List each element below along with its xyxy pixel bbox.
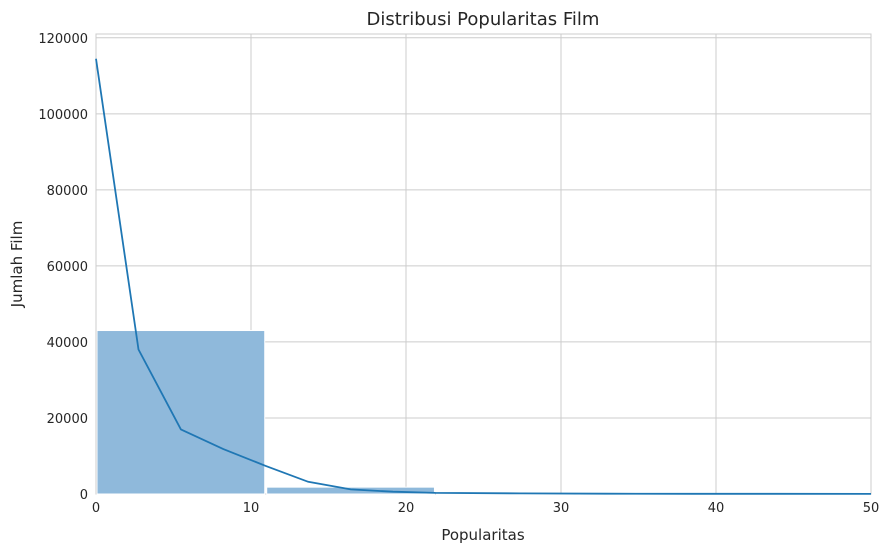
x-axis-title: Popularitas	[441, 526, 524, 544]
y-tick-label: 0	[80, 488, 88, 503]
histogram-bar	[266, 486, 435, 495]
y-tick-label: 80000	[47, 184, 88, 199]
x-tick-label: 30	[553, 501, 570, 516]
chart-title: Distribusi Popularitas Film	[367, 9, 600, 30]
kde-line-group	[95, 58, 872, 495]
y-tick-label: 120000	[38, 32, 88, 47]
x-tick-label: 40	[708, 501, 725, 516]
histogram-bars	[96, 330, 871, 495]
y-tick-label: 60000	[47, 260, 88, 275]
y-tick-label: 100000	[38, 108, 88, 123]
x-tick-label: 20	[398, 501, 415, 516]
x-tick-label: 50	[863, 501, 880, 516]
kde-line	[95, 58, 872, 495]
y-tick-label: 20000	[47, 412, 88, 427]
x-tick-label: 10	[243, 501, 260, 516]
grid	[95, 33, 872, 495]
x-tick-label: 0	[92, 501, 100, 516]
y-axis-title: Jumlah Film	[8, 221, 26, 309]
tick-labels: 0 10 20 30 40 50 0 20000 40000 60000 80000 100000 12…	[38, 32, 879, 516]
histogram-bar	[96, 330, 266, 495]
y-tick-label: 40000	[47, 336, 88, 351]
